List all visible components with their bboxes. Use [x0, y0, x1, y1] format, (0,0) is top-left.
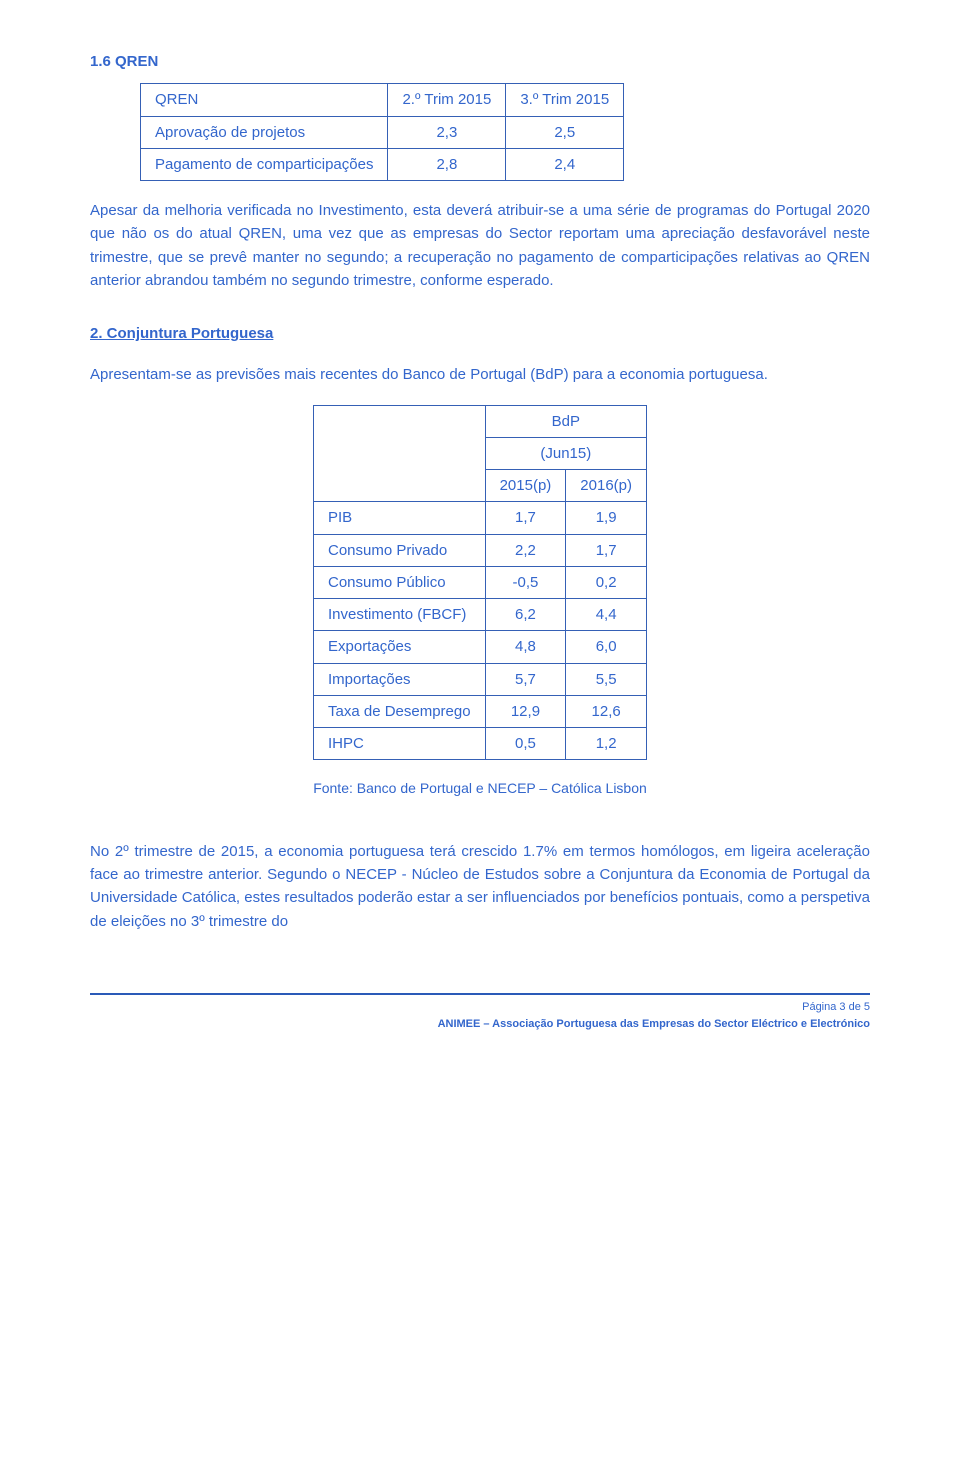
- qren-cell: 2,8: [388, 148, 506, 180]
- bdp-cell: 4,8: [485, 631, 566, 663]
- bdp-cell: 1,2: [566, 728, 647, 760]
- table-row: BdP: [314, 405, 647, 437]
- qren-cell: 2,3: [388, 116, 506, 148]
- footer-org: ANIMEE – Associação Portuguesa das Empre…: [90, 1016, 870, 1033]
- bdp-cell: 1,9: [566, 502, 647, 534]
- table-row: QREN 2.º Trim 2015 3.º Trim 2015: [141, 84, 624, 116]
- page-footer: Página 3 de 5 ANIMEE – Associação Portug…: [90, 993, 870, 1033]
- qren-row-label: Aprovação de projetos: [141, 116, 388, 148]
- bdp-row-label: Investimento (FBCF): [314, 599, 486, 631]
- table-row: Consumo Privado 2,2 1,7: [314, 534, 647, 566]
- bdp-cell: 1,7: [566, 534, 647, 566]
- bdp-empty-corner: [314, 405, 486, 502]
- bdp-table: BdP (Jun15) 2015(p) 2016(p) PIB 1,7 1,9 …: [313, 405, 647, 761]
- bdp-row-label: IHPC: [314, 728, 486, 760]
- table-row: Consumo Público -0,5 0,2: [314, 566, 647, 598]
- bdp-cell: 12,9: [485, 695, 566, 727]
- table-row: Exportações 4,8 6,0: [314, 631, 647, 663]
- qren-cell: 2,4: [506, 148, 624, 180]
- bdp-cell: 1,7: [485, 502, 566, 534]
- bdp-row-label: Consumo Público: [314, 566, 486, 598]
- table-row: Importações 5,7 5,5: [314, 663, 647, 695]
- section-heading: 1.6 QREN: [90, 50, 870, 73]
- bdp-row-label: Importações: [314, 663, 486, 695]
- qren-header-c2: 3.º Trim 2015: [506, 84, 624, 116]
- bdp-row-label: Exportações: [314, 631, 486, 663]
- table-row: Pagamento de comparticipações 2,8 2,4: [141, 148, 624, 180]
- paragraph-qren: Apesar da melhoria verificada no Investi…: [90, 199, 870, 292]
- bdp-row-label: Taxa de Desemprego: [314, 695, 486, 727]
- footer-page-number: Página 3 de 5: [90, 999, 870, 1016]
- bdp-top-header: BdP: [485, 405, 646, 437]
- section-2-heading: 2. Conjuntura Portuguesa: [90, 322, 870, 345]
- qren-header-label: QREN: [141, 84, 388, 116]
- bdp-cell: 6,0: [566, 631, 647, 663]
- bdp-cell: 6,2: [485, 599, 566, 631]
- bdp-row-label: Consumo Privado: [314, 534, 486, 566]
- paragraph-bdp-intro: Apresentam-se as previsões mais recentes…: [90, 363, 870, 386]
- bdp-cell: 5,5: [566, 663, 647, 695]
- qren-header-c1: 2.º Trim 2015: [388, 84, 506, 116]
- bdp-sub-header: (Jun15): [485, 437, 646, 469]
- bdp-cell: -0,5: [485, 566, 566, 598]
- table-row: PIB 1,7 1,9: [314, 502, 647, 534]
- bdp-col-header: 2016(p): [566, 470, 647, 502]
- bdp-cell: 0,2: [566, 566, 647, 598]
- bdp-cell: 2,2: [485, 534, 566, 566]
- bdp-source: Fonte: Banco de Portugal e NECEP – Catól…: [90, 778, 870, 800]
- qren-table: QREN 2.º Trim 2015 3.º Trim 2015 Aprovaç…: [140, 83, 624, 181]
- table-row: IHPC 0,5 1,2: [314, 728, 647, 760]
- qren-row-label: Pagamento de comparticipações: [141, 148, 388, 180]
- table-row: Aprovação de projetos 2,3 2,5: [141, 116, 624, 148]
- bdp-cell: 0,5: [485, 728, 566, 760]
- bdp-row-label: PIB: [314, 502, 486, 534]
- table-row: Taxa de Desemprego 12,9 12,6: [314, 695, 647, 727]
- bdp-cell: 5,7: [485, 663, 566, 695]
- bdp-cell: 4,4: [566, 599, 647, 631]
- paragraph-conclusion: No 2º trimestre de 2015, a economia port…: [90, 840, 870, 933]
- bdp-cell: 12,6: [566, 695, 647, 727]
- bdp-col-header: 2015(p): [485, 470, 566, 502]
- qren-cell: 2,5: [506, 116, 624, 148]
- table-row: Investimento (FBCF) 6,2 4,4: [314, 599, 647, 631]
